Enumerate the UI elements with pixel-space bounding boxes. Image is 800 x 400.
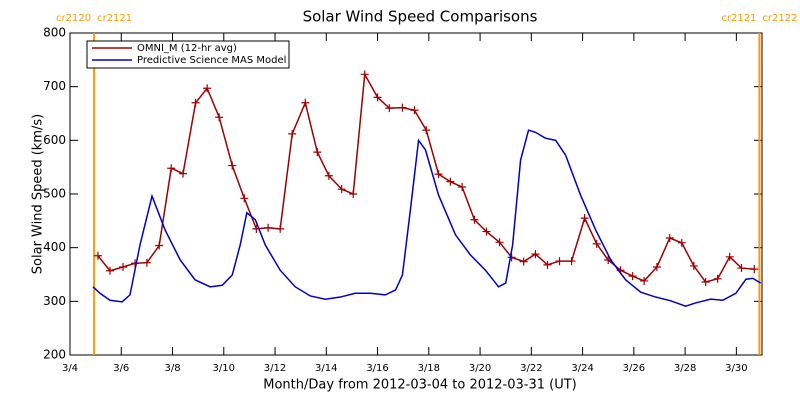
x-tick-label: 3/8 (164, 363, 180, 374)
data-point (155, 241, 164, 250)
data-point (288, 129, 297, 138)
data-point (652, 262, 661, 271)
data-point (701, 278, 710, 287)
x-tick-label: 3/12 (264, 363, 286, 374)
data-point (349, 190, 358, 198)
data-point (385, 104, 394, 113)
chart-title: Solar Wind Speed Comparisons (303, 8, 538, 26)
data-point (555, 257, 564, 266)
data-point (240, 194, 249, 203)
y-tick-label: 700 (43, 79, 66, 93)
data-point (191, 98, 200, 107)
x-tick-label: 3/24 (571, 363, 593, 374)
rotation-label: cr2120 (56, 13, 91, 24)
data-point (203, 84, 212, 93)
y-tick-label: 400 (43, 240, 66, 254)
data-point (628, 272, 637, 281)
data-point (750, 265, 759, 274)
data-point (446, 177, 455, 186)
x-tick-label: 3/30 (725, 363, 747, 374)
y-axis-label: Solar Wind Speed (km/s) (31, 114, 46, 274)
y-tick-label: 200 (43, 348, 66, 362)
data-point (105, 266, 114, 275)
data-point (470, 215, 479, 224)
data-point (737, 264, 746, 273)
y-tick-label: 500 (43, 187, 66, 201)
data-point (167, 164, 176, 173)
data-point (301, 98, 310, 107)
data-point (519, 257, 528, 266)
data-point (119, 262, 128, 271)
data-point (543, 260, 552, 269)
x-tick-label: 3/18 (418, 363, 440, 374)
data-point (580, 214, 589, 223)
x-tick-label: 3/20 (469, 363, 491, 374)
y-tick-label: 800 (43, 26, 66, 40)
data-point (458, 183, 467, 192)
data-point (665, 234, 674, 243)
legend-box (86, 40, 290, 69)
data-point (215, 113, 224, 122)
data-point (93, 251, 102, 260)
rotation-label: cr2122 (762, 13, 797, 24)
y-tick-label: 600 (43, 133, 66, 147)
data-point (495, 238, 504, 247)
data-point (373, 93, 382, 102)
y-tick-label: 300 (43, 294, 66, 308)
x-tick-label: 3/22 (520, 363, 542, 374)
data-point (264, 223, 273, 232)
series-line (92, 129, 762, 307)
data-point (228, 161, 237, 170)
data-point (531, 250, 540, 259)
data-point (410, 106, 419, 115)
data-point (324, 171, 333, 180)
data-point (360, 70, 369, 79)
data-point (434, 170, 443, 179)
x-tick-label: 3/14 (315, 363, 337, 374)
data-point (713, 274, 722, 283)
data-point (640, 276, 649, 285)
data-point (567, 257, 576, 266)
plot-frame (69, 32, 763, 356)
x-tick-label: 3/6 (113, 363, 129, 374)
x-tick-label: 3/10 (213, 363, 235, 374)
data-point (337, 185, 346, 194)
x-tick-label: 3/4 (62, 363, 78, 374)
x-axis-label: Month/Day from 2012-03-04 to 2012-03-31 … (263, 378, 576, 393)
data-point (179, 169, 188, 178)
data-point (689, 261, 698, 270)
rotation-label: cr2121 (721, 13, 756, 24)
legend-label: Predictive Science MAS Model (137, 55, 286, 66)
data-point (422, 126, 431, 135)
series-line (97, 71, 755, 283)
data-point (677, 238, 686, 247)
data-point (592, 239, 601, 248)
data-point (313, 148, 322, 157)
rotation-label: cr2121 (97, 13, 132, 24)
x-tick-label: 3/26 (623, 363, 645, 374)
data-point (725, 252, 734, 261)
legend-label: OMNI_M (12-hr avg) (137, 43, 237, 54)
data-point (398, 103, 407, 112)
data-point (276, 224, 285, 233)
x-tick-label: 3/28 (674, 363, 696, 374)
data-point (482, 227, 491, 236)
x-tick-label: 3/16 (366, 363, 388, 374)
data-point (142, 258, 151, 267)
